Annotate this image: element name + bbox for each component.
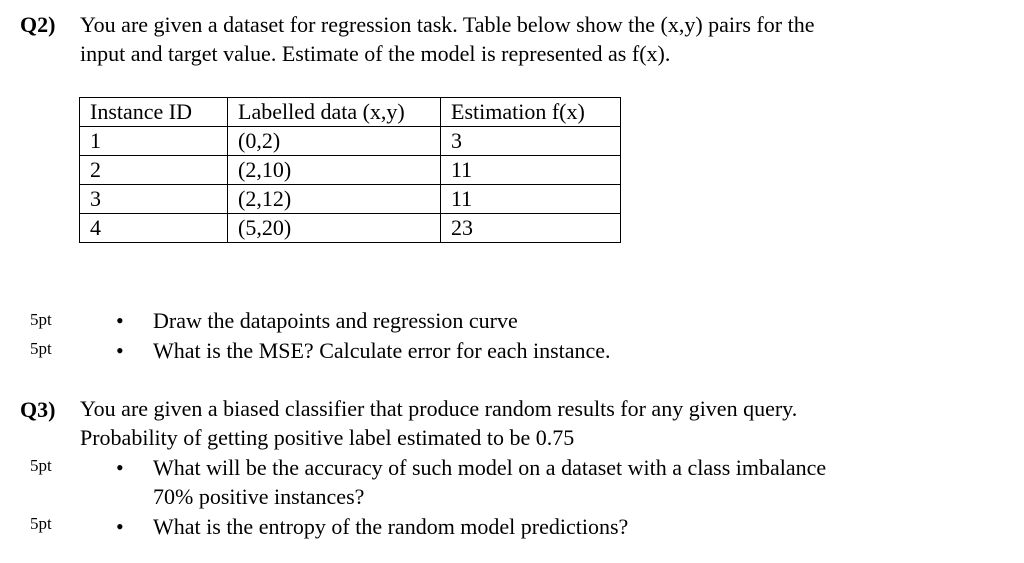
table-row: 4 (5,20) 23 xyxy=(79,213,621,243)
question-2-text-line-2: input and target value. Estimate of the … xyxy=(80,41,671,66)
cell-labelled-data: (2,10) xyxy=(227,155,441,185)
bullet-icon: • xyxy=(116,338,124,363)
cell-labelled-data: (0,2) xyxy=(227,126,441,156)
table-row: 3 (2,12) 11 xyxy=(79,184,621,214)
cell-estimation: 3 xyxy=(440,126,621,156)
regression-data-table: Instance ID Labelled data (x,y) Estimati… xyxy=(79,97,621,243)
q2-item-2-text: What is the MSE? Calculate error for eac… xyxy=(153,338,611,363)
cell-estimation: 23 xyxy=(440,213,621,243)
points-label: 5pt xyxy=(30,456,52,475)
question-3-number: Q3) xyxy=(20,397,56,422)
q3-item-1-text-line-1: What will be the accuracy of such model … xyxy=(153,455,827,480)
points-label: 5pt xyxy=(30,339,52,358)
table-row: 1 (0,2) 3 xyxy=(79,126,621,156)
points-label: 5pt xyxy=(30,310,52,329)
cell-instance-id: 2 xyxy=(79,155,228,185)
table-row: 2 (2,10) 11 xyxy=(79,155,621,185)
table-header-row: Instance ID Labelled data (x,y) Estimati… xyxy=(79,97,621,127)
question-2-number: Q2) xyxy=(20,12,56,37)
question-3-text-line-2: Probability of getting positive label es… xyxy=(80,425,575,450)
cell-labelled-data: (5,20) xyxy=(227,213,441,243)
bullet-icon: • xyxy=(116,455,124,480)
cell-estimation: 11 xyxy=(440,155,621,185)
cell-labelled-data: (2,12) xyxy=(227,184,441,214)
cell-estimation: 11 xyxy=(440,184,621,214)
q2-item-1-text: Draw the datapoints and regression curve xyxy=(153,308,518,333)
cell-instance-id: 3 xyxy=(79,184,228,214)
bullet-icon: • xyxy=(116,308,124,333)
header-labelled-data: Labelled data (x,y) xyxy=(227,97,441,127)
q3-item-1-text-line-2: 70% positive instances? xyxy=(153,484,365,509)
cell-instance-id: 4 xyxy=(79,213,228,243)
q3-item-2-text: What is the entropy of the random model … xyxy=(153,514,629,539)
points-label: 5pt xyxy=(30,514,52,533)
question-3-text-line-1: You are given a biased classifier that p… xyxy=(80,396,798,421)
header-estimation: Estimation f(x) xyxy=(440,97,621,127)
question-2-text-line-1: You are given a dataset for regression t… xyxy=(80,12,815,37)
cell-instance-id: 1 xyxy=(79,126,228,156)
bullet-icon: • xyxy=(116,514,124,539)
header-instance-id: Instance ID xyxy=(79,97,228,127)
